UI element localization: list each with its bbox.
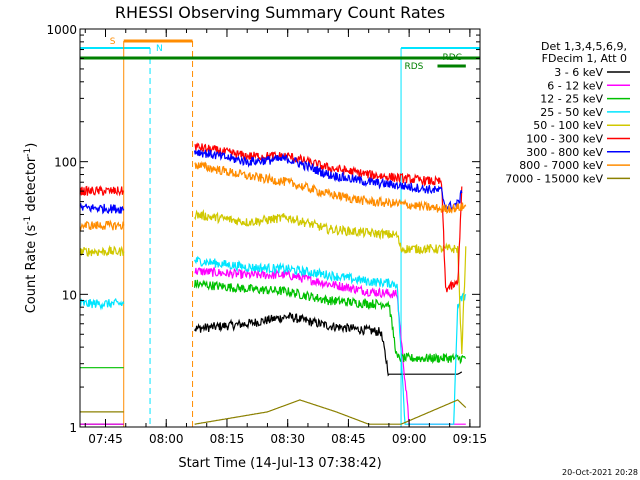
series-line [194, 312, 463, 377]
x-tick-label: 08:45 [331, 432, 366, 446]
y-axis-label-main: Count Rate (s [24, 225, 39, 314]
series-8 [80, 399, 467, 425]
plot-frame [79, 28, 481, 428]
x-tick-label: 08:00 [149, 432, 184, 446]
y-axis-label-mid: detector [24, 156, 39, 216]
series-line [194, 160, 467, 215]
series-line [194, 149, 463, 213]
y-axis-label: Count Rate (s-1 detector-1) [23, 143, 39, 314]
legend-entry-label: 12 - 25 keV [540, 93, 603, 106]
rdc-label: RDC [442, 53, 461, 63]
chart-title: RHESSI Observing Summary Count Rates [115, 3, 445, 22]
saa-label: S [110, 37, 116, 47]
series-7 [79, 160, 467, 231]
y-tick-label: 1 [69, 421, 77, 435]
legend-entry-label: 25 - 50 keV [540, 106, 603, 119]
legend-entry-label: 50 - 100 keV [533, 119, 603, 132]
y-axis-label-end: ) [24, 143, 39, 148]
x-tick-label: 09:15 [453, 432, 488, 446]
series-line [79, 297, 125, 311]
x-tick-label: 08:30 [270, 432, 305, 446]
generated-timestamp: 20-Oct-2021 20:28 [562, 468, 638, 477]
legend-entry-label: 3 - 6 keV [554, 66, 603, 79]
x-tick-label: 07:45 [88, 432, 123, 446]
y-tick-label: 10 [62, 288, 77, 302]
legend-entry-label: 800 - 7000 keV [519, 159, 603, 172]
y-tick-label: 100 [54, 156, 77, 170]
x-tick-label: 08:15 [210, 432, 245, 446]
series-line [79, 219, 125, 231]
series-4 [79, 209, 467, 355]
series-line [194, 399, 467, 425]
legend: Det 1,3,4,5,6,9,FDecim 1, Att 03 - 6 keV… [505, 40, 630, 185]
series-line [194, 209, 467, 355]
legend-entry-label: 6 - 12 keV [547, 79, 603, 92]
legend-entry-label: 7000 - 15000 keV [505, 172, 603, 185]
series-2 [80, 279, 466, 369]
legend-entry-label: 100 - 300 keV [526, 133, 603, 146]
night-label: N [156, 44, 163, 54]
y-axis-label-exponent-1: -1 [23, 216, 33, 225]
rds-label: RDS [404, 62, 423, 72]
legend-entry-label: 300 - 800 keV [526, 146, 603, 159]
x-tick-label: 09:00 [392, 432, 427, 446]
series-line [79, 185, 124, 197]
series-line [79, 244, 125, 257]
series-6 [79, 149, 463, 215]
y-tick-label: 1000 [46, 23, 77, 37]
series-line [79, 203, 125, 215]
series-3 [79, 255, 467, 425]
series-line [194, 255, 467, 425]
legend-header-line: Det 1,3,4,5,6,9, [541, 40, 627, 53]
x-axis-label: Start Time (14-Jul-13 07:38:42) [178, 456, 381, 471]
series-line [194, 279, 466, 365]
y-axis-label-exponent-2: -1 [23, 148, 33, 157]
legend-header-line: FDecim 1, Att 0 [542, 52, 627, 65]
